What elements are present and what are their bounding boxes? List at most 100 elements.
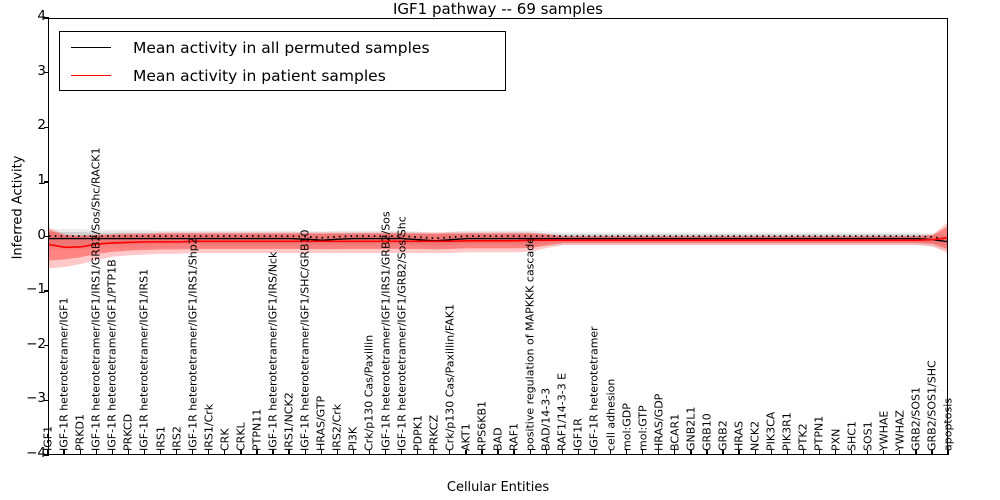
x-tick-mark <box>465 450 467 455</box>
x-tick-mark <box>577 450 579 455</box>
x-tick-mark <box>95 450 97 455</box>
y-tick-label: −3 <box>26 390 46 407</box>
x-tick-mark <box>818 450 821 455</box>
x-tick-mark <box>883 450 885 455</box>
y-tick-mark <box>44 399 49 402</box>
x-tick-label: BAD <box>491 427 505 451</box>
x-tick-label: IGF-1R heterotetramer/IGF1/IRS1/Shp2 <box>186 237 200 451</box>
x-tick-mark <box>738 450 740 455</box>
x-tick-mark <box>915 450 917 455</box>
x-tick-mark <box>625 450 628 455</box>
y-tick-label: −4 <box>26 445 46 461</box>
x-tick-label: RPS6KB1 <box>475 400 489 451</box>
x-tick-mark <box>545 450 547 455</box>
legend-label-patient: Mean activity in patient samples <box>133 66 386 85</box>
y-tick-label: 0 <box>37 226 46 243</box>
x-tick-mark <box>802 450 804 455</box>
x-tick-label: PIK3R1 <box>780 412 794 451</box>
x-tick-mark <box>47 450 49 455</box>
x-tick-mark <box>272 450 274 455</box>
x-tick-label: GNB2L1 <box>684 406 698 451</box>
x-tick-label: GRB10 <box>700 413 714 451</box>
x-tick-mark <box>674 450 676 455</box>
x-tick-label: IGF-1R heterotetramer/IGF1/PTP1B <box>105 259 119 451</box>
x-tick-mark <box>256 450 258 455</box>
legend-label-permuted: Mean activity in all permuted samples <box>133 38 430 57</box>
x-tick-mark <box>658 450 660 455</box>
x-tick-label: Crk/p130 Cas/Paxillin/FAK1 <box>443 304 457 451</box>
x-tick-label: PTK2 <box>796 423 810 451</box>
y-tick-mark <box>44 345 49 347</box>
x-tick-mark <box>642 450 644 455</box>
x-tick-mark <box>320 450 322 455</box>
x-tick-mark <box>175 450 178 455</box>
x-tick-label: PI3K <box>346 426 360 451</box>
x-tick-label: PIK3CA <box>764 411 778 451</box>
x-tick-label: IRS1/NCK2 <box>282 392 296 451</box>
y-tick-mark <box>44 71 49 74</box>
legend-item-patient: Mean activity in patient samples <box>60 62 505 89</box>
x-tick-label: apoptosis <box>941 398 955 451</box>
x-tick-label: Crk/p130 Cas/Paxillin <box>362 334 376 451</box>
x-tick-label: SHC1 <box>845 421 859 451</box>
x-tick-mark <box>947 450 949 455</box>
x-tick-mark <box>690 450 692 455</box>
x-tick-label: YWHAE <box>877 410 891 451</box>
x-tick-label: CRK <box>218 428 232 451</box>
x-tick-mark <box>497 450 499 455</box>
x-tick-label: NCK2 <box>748 420 762 451</box>
x-tick-label: positive regulation of MAPKKK cascade <box>523 237 537 451</box>
y-tick-mark <box>44 290 49 292</box>
x-tick-label: BCAR1 <box>668 413 682 451</box>
x-tick-label: PXN <box>829 428 842 451</box>
x-tick-label: IGF-1R heterotetramer/IGF1/SHC/GRB10 <box>298 229 312 451</box>
y-tick-label: −2 <box>26 335 46 352</box>
y-axis-label: Inferred Activity <box>10 155 26 260</box>
x-tick-mark <box>529 450 531 455</box>
x-tick-label: IGF1 <box>41 425 55 451</box>
x-tick-mark <box>433 450 435 455</box>
x-tick-mark <box>127 450 129 455</box>
y-tick-mark <box>44 126 49 128</box>
x-tick-mark <box>400 450 403 455</box>
y-tick-label: 3 <box>37 62 46 79</box>
x-tick-label: HRAS/GTP <box>314 395 328 451</box>
x-tick-label: mol:GTP <box>636 405 650 451</box>
x-tick-label: IRS1/Crk <box>202 403 216 451</box>
x-tick-mark <box>899 450 901 455</box>
x-tick-mark <box>561 450 563 455</box>
x-tick-label: RAF1/14-3-3 E <box>555 372 569 451</box>
x-tick-mark <box>368 450 371 455</box>
x-tick-label: AKT1 <box>459 423 473 451</box>
x-tick-label: PRKD1 <box>73 414 87 451</box>
x-tick-mark <box>867 450 869 455</box>
y-tick-mark <box>44 235 49 238</box>
chart-title: IGF1 pathway -- 69 samples <box>393 0 603 18</box>
x-tick-label: PDPK1 <box>411 415 425 451</box>
x-tick-mark <box>593 450 596 455</box>
x-tick-label: PRKCZ <box>427 414 441 451</box>
x-tick-label: IGF-1R heterotetramer/IGF1/IRS/Nck <box>266 251 280 451</box>
x-tick-label: cell adhesion <box>604 378 617 451</box>
x-tick-mark <box>336 450 338 455</box>
legend-line-icon-patient <box>71 75 111 76</box>
x-tick-label: GRB2/SOS1 <box>909 386 923 451</box>
x-tick-label: IGF-1R heterotetramer/IGF1/GRB2/Sos/Shc <box>395 216 409 451</box>
x-tick-mark <box>240 450 242 455</box>
x-tick-label: RAF1 <box>507 422 521 451</box>
x-tick-mark <box>770 450 772 455</box>
x-tick-mark <box>63 450 65 455</box>
x-axis-label: Cellular Entities <box>446 480 550 495</box>
patient-mean-line <box>49 236 947 249</box>
permuted-mean-line <box>49 237 947 243</box>
y-tick-label: 1 <box>37 171 46 188</box>
x-tick-label: IGF-1R heterotetramer/IGF1/IRS1 <box>137 268 151 451</box>
plot-svg <box>49 222 947 269</box>
y-tick-label: 4 <box>37 8 46 24</box>
x-tick-label: PTPN11 <box>250 408 264 451</box>
x-tick-mark <box>722 450 724 455</box>
x-tick-label: IRS2/Crk <box>330 403 344 451</box>
x-tick-label: IGF-1R heterotetramer/IGF1/IRS1/GRB2/Sos… <box>89 147 103 451</box>
y-tick-mark <box>44 181 49 183</box>
x-tick-label: CRKL <box>234 422 248 451</box>
